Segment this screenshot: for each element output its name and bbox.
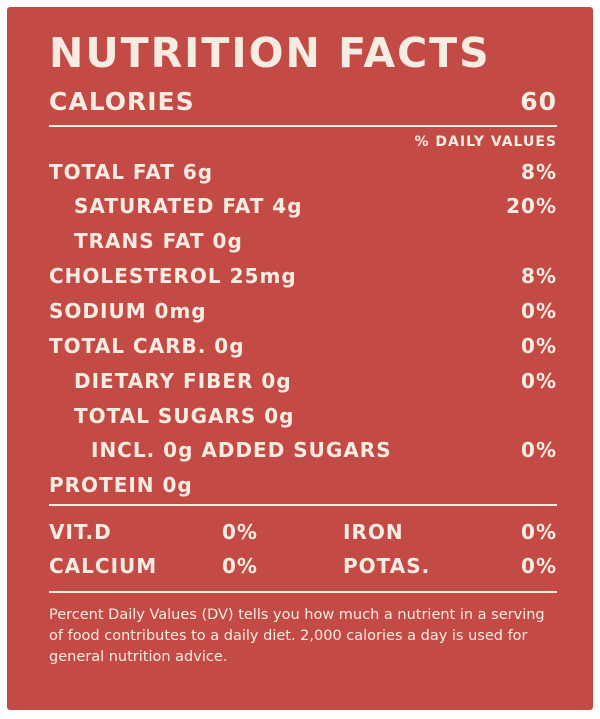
nutrient-label: PROTEIN 0g — [49, 473, 193, 497]
nutrient-row-total-sugars: TOTAL SUGARS 0g — [49, 404, 557, 434]
nutrient-label: TRANS FAT 0g — [74, 229, 243, 253]
nutrient-dv: 8% — [521, 264, 557, 288]
nutrient-row-added-sugars: INCL. 0g ADDED SUGARS 0% — [49, 438, 557, 468]
mineral-dv: 0% — [521, 554, 557, 578]
daily-value-footnote: Percent Daily Values (DV) tells you how … — [49, 607, 545, 665]
calories-label: CALORIES — [49, 87, 195, 116]
nutrient-row-sodium: SODIUM 0mg 0% — [49, 299, 557, 329]
vitamin-dv: 0% — [222, 554, 258, 578]
nutrient-dv: 0% — [521, 334, 557, 358]
nutrient-dv: 0% — [521, 299, 557, 323]
mineral-label: POTAS. — [343, 554, 431, 578]
daily-values-header: % DAILY VALUES — [414, 134, 557, 150]
nutrient-row-total-fat: TOTAL FAT 6g 8% — [49, 160, 557, 190]
nutrient-label: TOTAL CARB. 0g — [49, 334, 245, 358]
nutrient-label: CHOLESTEROL 25mg — [49, 264, 297, 288]
nutrient-dv: 0% — [521, 438, 557, 462]
vitamin-label: CALCIUM — [49, 554, 158, 578]
nutrient-dv: 8% — [521, 160, 557, 184]
nutrient-row-trans-fat: TRANS FAT 0g — [49, 229, 557, 259]
nutrient-row-saturated-fat: SATURATED FAT 4g 20% — [49, 194, 557, 224]
mineral-dv: 0% — [521, 520, 557, 544]
nutrient-row-total-carb: TOTAL CARB. 0g 0% — [49, 334, 557, 364]
nutrient-label: INCL. 0g ADDED SUGARS — [91, 438, 392, 462]
nutrient-row-cholesterol: CHOLESTEROL 25mg 8% — [49, 264, 557, 294]
nutrient-label: SATURATED FAT 4g — [74, 194, 303, 218]
nutrient-label: TOTAL SUGARS 0g — [74, 404, 295, 428]
calories-row: CALORIES 60 — [49, 87, 557, 116]
nutrient-dv: 20% — [506, 194, 557, 218]
nutrient-row-protein: PROTEIN 0g — [49, 473, 557, 503]
nutrient-label: TOTAL FAT 6g — [49, 160, 214, 184]
vitamin-label: VIT.D — [49, 520, 112, 544]
vitamin-dv: 0% — [222, 520, 258, 544]
calories-divider — [49, 125, 557, 127]
nutrient-row-dietary-fiber: DIETARY FIBER 0g 0% — [49, 369, 557, 399]
nutrition-facts-panel: NUTRITION FACTS CALORIES 60 % DAILY VALU… — [7, 7, 593, 710]
vitamins-divider — [49, 504, 557, 506]
mineral-label: IRON — [343, 520, 404, 544]
nutrient-label: DIETARY FIBER 0g — [74, 369, 292, 393]
page-title: NUTRITION FACTS — [49, 29, 491, 77]
nutrient-label: SODIUM 0mg — [49, 299, 207, 323]
footnote-divider — [49, 591, 557, 593]
nutrient-dv: 0% — [521, 369, 557, 393]
calories-value: 60 — [520, 87, 557, 116]
